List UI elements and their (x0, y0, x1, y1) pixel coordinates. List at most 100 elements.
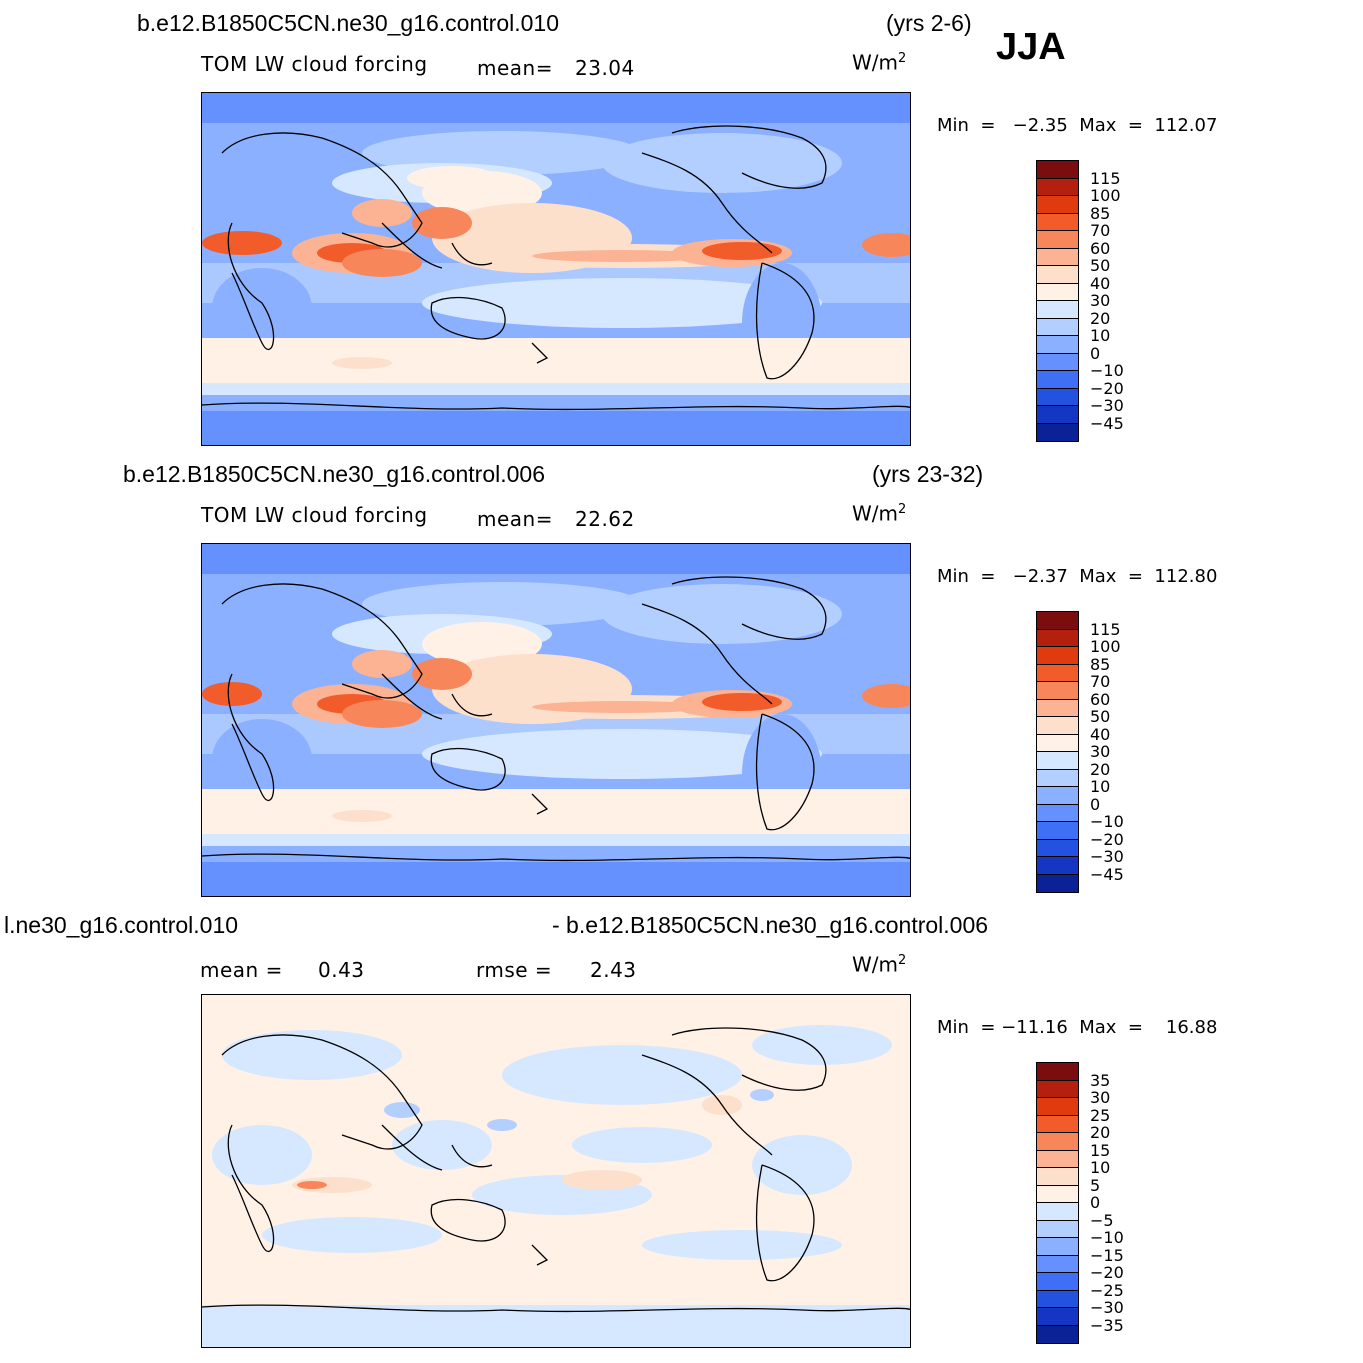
years-label: (yrs 23-32) (872, 461, 984, 487)
colorbar (1036, 160, 1079, 442)
colorbar-segment (1037, 787, 1078, 805)
colorbar-tick: −10 (1090, 361, 1124, 380)
map-field-svg (202, 544, 910, 896)
map-field (201, 92, 911, 446)
colorbar-tick: −5 (1090, 1211, 1114, 1230)
colorbar-segment (1037, 406, 1078, 424)
colorbar-segment (1037, 213, 1078, 231)
colorbar-segment (1037, 1325, 1078, 1343)
mean-value: 0.43 (318, 958, 365, 982)
rmse-label: rmse = (476, 958, 553, 982)
case-title-right: - b.e12.B1850C5CN.ne30_g16.control.006 (552, 912, 989, 938)
colorbar-segment (1037, 1115, 1078, 1133)
colorbar-segment (1037, 1185, 1078, 1203)
colorbar-tick: 50 (1090, 256, 1111, 275)
years-label: (yrs 2-6) (886, 10, 972, 36)
colorbar-segment (1037, 178, 1078, 196)
season-label: JJA (996, 26, 1066, 68)
colorbar-segment (1037, 699, 1078, 717)
colorbar-tick: 10 (1090, 1158, 1111, 1177)
colorbar-segment (1037, 839, 1078, 857)
colorbar-tick: 0 (1090, 1193, 1101, 1212)
colorbar-segment (1037, 388, 1078, 406)
mean-label: mean= (477, 56, 553, 80)
colorbar-tick: 85 (1090, 204, 1111, 223)
colorbar-segment (1037, 1168, 1078, 1186)
mean-label: mean = (200, 958, 283, 982)
colorbar-segment (1037, 874, 1078, 892)
colorbar-tick: −20 (1090, 379, 1124, 398)
colorbar-segment (1037, 371, 1078, 389)
min-max-label: Min = −11.16 Max = 16.88 (937, 1017, 1218, 1038)
units-label: W/m2 (852, 501, 907, 526)
map-difference (201, 994, 911, 1348)
colorbar-tick: −10 (1090, 1228, 1124, 1247)
colorbar-segment (1037, 266, 1078, 284)
colorbar-tick: 5 (1090, 1176, 1101, 1195)
colorbar-tick: 25 (1090, 1106, 1111, 1125)
colorbar-segment (1037, 336, 1078, 354)
colorbar-tick: 30 (1090, 291, 1111, 310)
colorbar-tick: 10 (1090, 326, 1111, 345)
colorbar-tick: −45 (1090, 865, 1124, 884)
colorbar-tick: 100 (1090, 186, 1121, 205)
colorbar-tick: 70 (1090, 672, 1111, 691)
colorbar-segment (1037, 647, 1078, 665)
colorbar-tick: 40 (1090, 274, 1111, 293)
colorbar-segment (1037, 752, 1078, 770)
colorbar-segment (1037, 423, 1078, 441)
colorbar-tick: 30 (1090, 742, 1111, 761)
colorbar-segment (1037, 1220, 1078, 1238)
variable-label: TOM LW cloud forcing (201, 503, 428, 527)
colorbar-segment (1037, 1308, 1078, 1326)
colorbar-tick: 115 (1090, 620, 1121, 639)
units-label: W/m2 (852, 952, 907, 977)
colorbar-tick: 10 (1090, 777, 1111, 796)
colorbar-tick: 60 (1090, 690, 1111, 709)
colorbar-segment (1037, 734, 1078, 752)
colorbar-segment (1037, 1203, 1078, 1221)
colorbar-tick: −25 (1090, 1281, 1124, 1300)
colorbar (1036, 1062, 1079, 1344)
case-title: b.e12.B1850C5CN.ne30_g16.control.006 (123, 461, 545, 487)
colorbar-segment (1037, 857, 1078, 875)
colorbar-segment (1037, 318, 1078, 336)
panel-difference: l.ne30_g16.control.010 - b.e12.B1850C5CN… (0, 902, 1363, 1354)
colorbar-segment (1037, 1255, 1078, 1273)
rmse-value: 2.43 (590, 958, 637, 982)
colorbar-tick: 40 (1090, 725, 1111, 744)
colorbar-segment (1037, 612, 1078, 630)
colorbar-tick: −30 (1090, 847, 1124, 866)
colorbar-segment (1037, 161, 1078, 179)
colorbar-segment (1037, 231, 1078, 249)
colorbar-tick: −20 (1090, 1263, 1124, 1282)
colorbar-segment (1037, 353, 1078, 371)
colorbar-tick: 15 (1090, 1141, 1111, 1160)
colorbar-tick: 50 (1090, 707, 1111, 726)
colorbar-tick: 20 (1090, 309, 1111, 328)
panel-case-006: b.e12.B1850C5CN.ne30_g16.control.006 (yr… (0, 451, 1363, 903)
case-title: b.e12.B1850C5CN.ne30_g16.control.010 (137, 10, 559, 36)
variable-label: TOM LW cloud forcing (201, 52, 428, 76)
colorbar-segment (1037, 769, 1078, 787)
colorbar-tick: 20 (1090, 1123, 1111, 1142)
min-max-label: Min = −2.35 Max = 112.07 (937, 115, 1218, 136)
colorbar-tick: 0 (1090, 344, 1101, 363)
mean-label: mean= (477, 507, 553, 531)
colorbar-segment (1037, 629, 1078, 647)
map-field (201, 543, 911, 897)
colorbar (1036, 611, 1079, 893)
colorbar-segment (1037, 1080, 1078, 1098)
colorbar-segment (1037, 283, 1078, 301)
colorbar-segment (1037, 1150, 1078, 1168)
units-label: W/m2 (852, 50, 907, 75)
panel-case-010: b.e12.B1850C5CN.ne30_g16.control.010 (yr… (0, 0, 1363, 452)
colorbar-segment (1037, 196, 1078, 214)
colorbar-tick: 70 (1090, 221, 1111, 240)
colorbar-tick: 30 (1090, 1088, 1111, 1107)
colorbar-tick: 85 (1090, 655, 1111, 674)
colorbar-tick: −15 (1090, 1246, 1124, 1265)
colorbar-segment (1037, 248, 1078, 266)
colorbar-tick: 100 (1090, 637, 1121, 656)
colorbar-segment (1037, 804, 1078, 822)
